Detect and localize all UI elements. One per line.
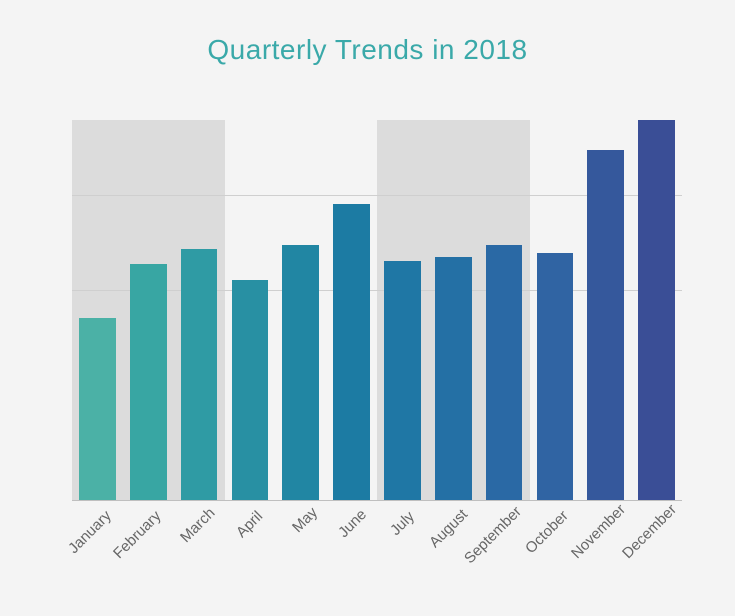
bar-october (537, 253, 574, 500)
xlabel-april: April (228, 508, 266, 546)
bar-april (232, 280, 269, 500)
xlabel-july: July (385, 508, 418, 541)
bar-july (384, 261, 421, 500)
quarterly-trends-chart: Quarterly Trends in 2018 JanuaryFebruary… (0, 0, 735, 616)
xlabel-august: August (426, 508, 469, 551)
bar-december (638, 120, 675, 500)
bar-june (333, 204, 370, 500)
xlabel-may: May (289, 508, 317, 536)
xlabel-november: November (568, 508, 622, 562)
xlabel-december: December (619, 508, 673, 562)
bar-february (130, 264, 167, 500)
xlabel-february: February (110, 508, 164, 562)
xlabel-october: October (522, 508, 571, 557)
xlabel-march: March (177, 508, 215, 546)
bar-may (282, 245, 319, 500)
chart-plot-area (72, 120, 682, 501)
xlabel-june: June (335, 508, 368, 541)
bar-march (181, 249, 218, 500)
xlabel-january: January (65, 508, 114, 557)
chart-title: Quarterly Trends in 2018 (0, 34, 735, 66)
bar-august (435, 257, 472, 500)
bar-january (79, 318, 116, 500)
bar-september (486, 245, 523, 500)
bar-november (587, 150, 624, 500)
